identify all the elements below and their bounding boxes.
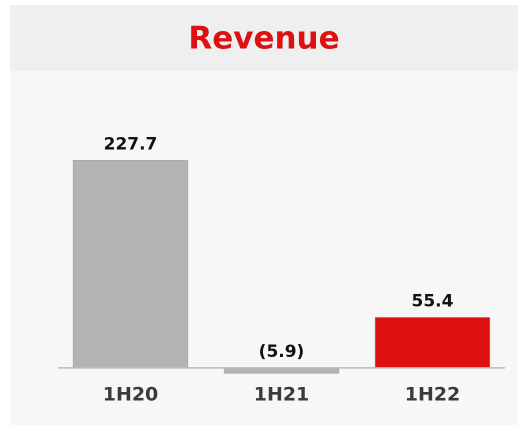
bar: [223, 367, 340, 374]
value-label: 227.7: [104, 134, 158, 154]
value-label: (5.9): [259, 342, 305, 362]
bar: [374, 317, 491, 369]
x-tick-label: 1H22: [405, 384, 461, 406]
chart-title: Revenue: [188, 21, 339, 57]
value-label: 55.4: [412, 291, 454, 311]
title-band: [10, 5, 518, 71]
x-tick-label: 1H21: [254, 384, 310, 406]
bar: [72, 160, 189, 369]
x-tick-label: 1H20: [103, 384, 159, 406]
